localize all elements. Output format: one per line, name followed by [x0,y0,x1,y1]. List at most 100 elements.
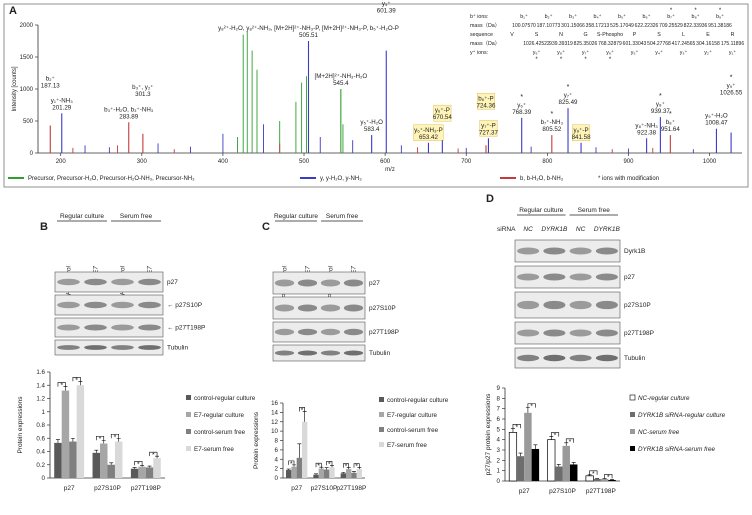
blot-row-label: p27 [167,279,178,286]
blot-band [320,350,341,356]
y-tick-label: 5 [497,426,501,433]
blot-band [57,301,80,309]
group-label: Regular culture [60,213,104,220]
significance-bracket [149,451,158,457]
significance-bracket [134,461,143,466]
table-row-label: b⁺ ions: [470,14,488,20]
y-tick-label: 2 [497,457,501,464]
peak-mz-label: 301.3 [135,91,151,98]
x-tick-label: p27T198P [131,485,161,492]
blot-band [84,324,107,331]
bar [291,466,297,478]
significance-bracket [565,438,575,443]
blot-band [569,273,592,281]
bar [286,470,292,478]
error-bar [595,478,600,479]
error-bar [319,466,324,469]
lane-title: siRNA [497,226,516,233]
significance-bracket [299,407,305,412]
blot-band [343,279,364,287]
table-mark: * [584,57,587,63]
x-tick-label: p27S10P [311,485,338,492]
x-tick-label: 400 [218,159,229,165]
significance-label: * [114,434,117,441]
table-y-ion: y₃⁺ [680,50,688,56]
legend-label: DYRK1B siRNA-serum free [638,446,715,453]
y-tick-label: 16 [271,400,278,407]
bar [318,468,324,478]
y-tick-label: 1.4 [36,382,45,389]
table-y-mass: 1026.42522 [523,41,550,47]
panel-letter: C [262,221,270,233]
bar [508,432,518,482]
legend-swatch [186,429,191,434]
blot-band [138,345,161,350]
table-y-ion: y₆⁺ [606,50,614,56]
table-y-mass: 304.16158 [696,41,720,47]
blot-band [297,328,318,336]
significance-label: * [328,461,331,468]
blot-row-label: p27S10P [369,305,396,312]
peak-ion-label: y₆⁺-NH₃-P [414,127,443,134]
peak-mz-label: 601.39 [377,8,396,15]
blot-band [595,247,618,255]
x-tick-label: p27 [64,485,75,492]
peak-ion-label: y₅⁺ [382,1,391,8]
legend-label: control-regular culture [194,395,256,402]
blot-band [297,304,318,312]
bar [356,469,362,478]
table-residue: N [559,32,563,38]
blot-row-label: Tubulin [369,350,390,357]
peak-mz-label: 939.37 [651,108,670,115]
blot-band [57,345,80,350]
y-tick-label: 9 [497,385,501,392]
modification-mark: * [669,111,672,118]
table-b-mass: 709.25529 [659,23,683,29]
peak-ion-label: y₈²⁺-H₂O, y₈²⁺-NH₃, [M+2H]²⁺-NH₃-P, [M+2… [218,25,399,32]
blot-band [274,350,295,356]
legend-swatch [379,397,384,402]
significance-label: * [60,383,63,390]
table-b-mass: 358.17213 [586,23,610,29]
significance-label: * [290,461,293,468]
peak-mz-label: 670.54 [433,114,452,121]
blot-band [517,247,540,255]
table-row-label: y⁺ ions: [470,50,488,56]
table-residue: E [706,32,710,38]
table-y-ion: y₉⁺ [533,50,541,56]
table-b-ion: b₅⁺ [618,14,626,20]
blot-row-label: p27 [624,274,635,281]
blot-band [569,354,592,362]
lane-label: DYRK1B [541,226,568,233]
peak-ion-label: y₇⁺ [564,92,573,99]
significance-bracket [57,382,66,387]
label-highlight [433,104,452,122]
blot-row-label: p27T198P [369,329,399,336]
significance-bracket [72,376,81,382]
table-b-mass: 822.33936 [684,23,708,29]
peak-mz-label: 201.29 [52,104,71,111]
blot-strip [272,271,366,295]
peak-mz-label: 583.4 [364,126,380,133]
blot-strip [272,296,366,320]
table-mark: * [609,57,612,63]
legend-swatch [630,412,635,417]
y-tick-label: 6 [497,416,501,423]
table-row-label: mass（Da） [470,40,500,47]
legend-label: E7-regular culture [387,412,438,419]
peak-ion-label: y₈⁺ [656,101,665,108]
table-b-ion: b₄⁺ [594,14,602,20]
error-bar [610,479,615,480]
table-y-mass: 504.27768 [647,41,671,47]
table-residue: V [510,32,514,38]
peak-mz-label: 768.39 [512,109,531,116]
table-residue: P [633,32,637,38]
table-b-ion: b₉⁺ [716,14,724,20]
significance-bracket [95,435,105,441]
bar [76,385,85,478]
error-bar [346,467,351,470]
legend-swatch [630,429,635,434]
significance-label: * [317,463,320,470]
modification-mark: * [730,75,733,82]
